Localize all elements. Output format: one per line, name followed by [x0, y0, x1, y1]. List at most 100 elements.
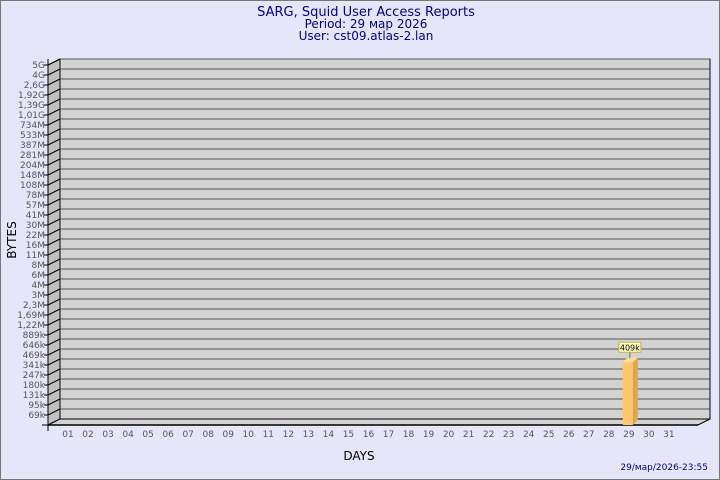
y-tick-label: 30M	[26, 221, 45, 231]
y-tick-label: 281M	[20, 151, 45, 161]
y-tick-diag	[47, 58, 61, 66]
x-tick-label: 23	[503, 430, 514, 440]
y-tick-diag	[47, 238, 61, 246]
x-tick-label: 14	[323, 430, 335, 440]
y-tick-label: 1,01G	[18, 111, 45, 121]
x-tick-label: 20	[443, 430, 455, 440]
bar-value-label: 409k	[620, 343, 640, 352]
y-tick-diag	[47, 128, 61, 136]
x-tick-label: 22	[483, 430, 494, 440]
chart-user: User: cst09.atlas-2.lan	[299, 29, 434, 43]
y-tick-diag	[47, 288, 61, 296]
y-tick-diag	[47, 108, 61, 116]
y-tick-label: 4G	[32, 71, 45, 81]
y-tick-diag	[47, 148, 61, 156]
x-tick-label: 29	[623, 430, 635, 440]
y-tick-diag	[47, 348, 61, 356]
y-tick-label: 341k	[23, 361, 46, 371]
y-tick-label: 2,3M	[23, 301, 45, 311]
y-tick-label: 3M	[32, 291, 46, 301]
y-tick-label: 204M	[20, 161, 45, 171]
y-tick-diag	[47, 138, 61, 146]
x-tick-label: 19	[423, 430, 435, 440]
y-tick-diag	[47, 68, 61, 76]
y-tick-label: 69k	[28, 411, 45, 421]
y-tick-diag	[47, 208, 61, 216]
y-tick-diag	[47, 188, 61, 196]
y-tick-diag	[47, 318, 61, 326]
y-tick-diag	[47, 178, 61, 186]
y-tick-label: 1,39G	[18, 101, 45, 111]
y-tick-diag	[47, 98, 61, 106]
y-tick-diag	[47, 118, 61, 126]
y-tick-label: 1,69M	[17, 311, 45, 321]
y-tick-label: 889k	[23, 331, 46, 341]
y-tick-label: 180k	[23, 381, 46, 391]
x-tick-label: 01	[62, 430, 73, 440]
x-tick-label: 28	[603, 430, 615, 440]
x-tick-label: 06	[162, 430, 174, 440]
y-tick-label: 57M	[26, 201, 45, 211]
y-tick-diag	[47, 358, 61, 366]
y-tick-diag	[47, 338, 61, 346]
y-tick-label: 4M	[32, 281, 46, 291]
y-tick-label: 1,22M	[17, 321, 45, 331]
y-tick-label: 16M	[26, 241, 45, 251]
y-tick-label: 469k	[23, 351, 46, 361]
y-tick-diag	[47, 248, 61, 256]
y-tick-diag	[47, 88, 61, 96]
y-tick-diag	[47, 328, 61, 336]
x-axis-label: DAYS	[343, 449, 374, 463]
x-tick-label: 25	[543, 430, 554, 440]
y-tick-diag	[47, 378, 61, 386]
x-tick-label: 12	[283, 430, 294, 440]
y-tick-diag	[47, 408, 61, 416]
floor	[47, 418, 711, 426]
y-tick-diag	[47, 398, 61, 406]
x-tick-label: 26	[563, 430, 575, 440]
bar-label-box	[618, 341, 642, 353]
y-tick-label: 6M	[32, 271, 46, 281]
bar-top	[622, 357, 638, 363]
x-tick-label: 30	[643, 430, 655, 440]
y-tick-diag	[47, 198, 61, 206]
y-tick-diag	[47, 168, 61, 176]
y-tick-diag	[47, 278, 61, 286]
y-tick-label: 41M	[26, 211, 45, 221]
y-tick-label: 11M	[26, 251, 45, 261]
y-tick-label: 247k	[23, 371, 46, 381]
x-tick-label: 07	[182, 430, 193, 440]
chart-period: Period: 29 мар 2026	[305, 17, 428, 31]
x-tick-label: 03	[102, 430, 113, 440]
x-tick-label: 17	[383, 430, 394, 440]
y-tick-label: 646k	[23, 341, 46, 351]
y-tick-label: 1,92G	[18, 91, 45, 101]
y-tick-diag	[47, 298, 61, 306]
y-tick-diag	[47, 258, 61, 266]
y-tick-diag	[47, 228, 61, 236]
bar-side	[632, 357, 638, 425]
x-tick-label: 18	[403, 430, 415, 440]
x-tick-label: 16	[363, 430, 375, 440]
x-tick-label: 15	[343, 430, 354, 440]
x-tick-label: 02	[82, 430, 93, 440]
y-tick-label: 108M	[20, 181, 45, 191]
x-tick-label: 08	[202, 430, 214, 440]
y-tick-label: 8M	[32, 261, 46, 271]
y-tick-label: 95k	[28, 401, 45, 411]
x-tick-label: 04	[122, 430, 134, 440]
y-tick-label: 2,6G	[24, 81, 45, 91]
y-tick-diag	[47, 218, 61, 226]
y-tick-label: 148M	[20, 171, 45, 181]
y-tick-label: 131k	[23, 391, 46, 401]
y-tick-diag	[47, 268, 61, 276]
y-tick-label: 5G	[32, 61, 45, 71]
y-tick-diag	[47, 308, 61, 316]
y-tick-diag	[47, 368, 61, 376]
chart-title: SARG, Squid User Access Reports	[257, 5, 475, 20]
timestamp: 29/мар/2026-23:55	[620, 463, 708, 473]
y-tick-label: 22M	[26, 231, 45, 241]
y-tick-diag	[47, 158, 61, 166]
y-tick-label: 734M	[20, 121, 45, 131]
